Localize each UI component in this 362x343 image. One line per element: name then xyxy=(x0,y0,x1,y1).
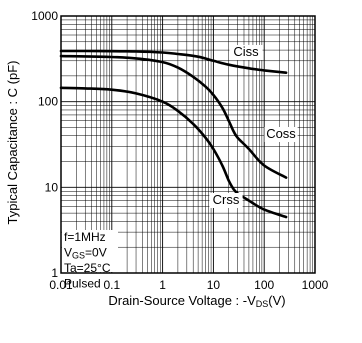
series-line-ciss xyxy=(59,49,288,74)
y-axis-label: Typical Capacitance : C (pF) xyxy=(5,60,20,224)
x-tick-label: 10 xyxy=(207,278,221,292)
series-label-crss: Crss xyxy=(213,192,240,207)
x-tick-label: 100 xyxy=(254,278,274,292)
y-tick-label: 100 xyxy=(38,95,58,109)
series-label-ciss: Ciss xyxy=(233,44,259,59)
condition-line: Pulsed xyxy=(64,277,101,291)
conditions-bg xyxy=(62,230,118,272)
series-line-coss xyxy=(59,54,288,179)
y-tick-label: 10 xyxy=(45,180,59,194)
plot-frame xyxy=(60,15,316,274)
series-label-bg xyxy=(229,45,263,60)
x-tick-labels: 0.01 0.1 1 10 100 1000 xyxy=(49,278,328,292)
condition-line: f=1MHz xyxy=(64,230,106,244)
y-tick-label: 1 xyxy=(51,266,58,280)
series-labels: Ciss Coss Crss xyxy=(209,44,298,208)
condition-line: VGS=0V xyxy=(64,246,107,261)
x-tick-label: 0.1 xyxy=(103,278,120,292)
condition-line: Ta=25°C xyxy=(64,261,111,275)
x-tick-label: 1000 xyxy=(302,278,329,292)
x-tick-label: 0.01 xyxy=(49,278,73,292)
series-label-bg xyxy=(209,193,243,208)
series-label-bg xyxy=(264,127,298,142)
x-axis-label: Drain-Source Voltage : -VDS(V) xyxy=(108,293,285,309)
series-label-coss: Coss xyxy=(266,126,296,141)
y-tick-labels: 1 10 100 1000 xyxy=(31,9,58,280)
x-tick-label: 1 xyxy=(159,278,166,292)
y-tick-label: 1000 xyxy=(31,9,58,23)
